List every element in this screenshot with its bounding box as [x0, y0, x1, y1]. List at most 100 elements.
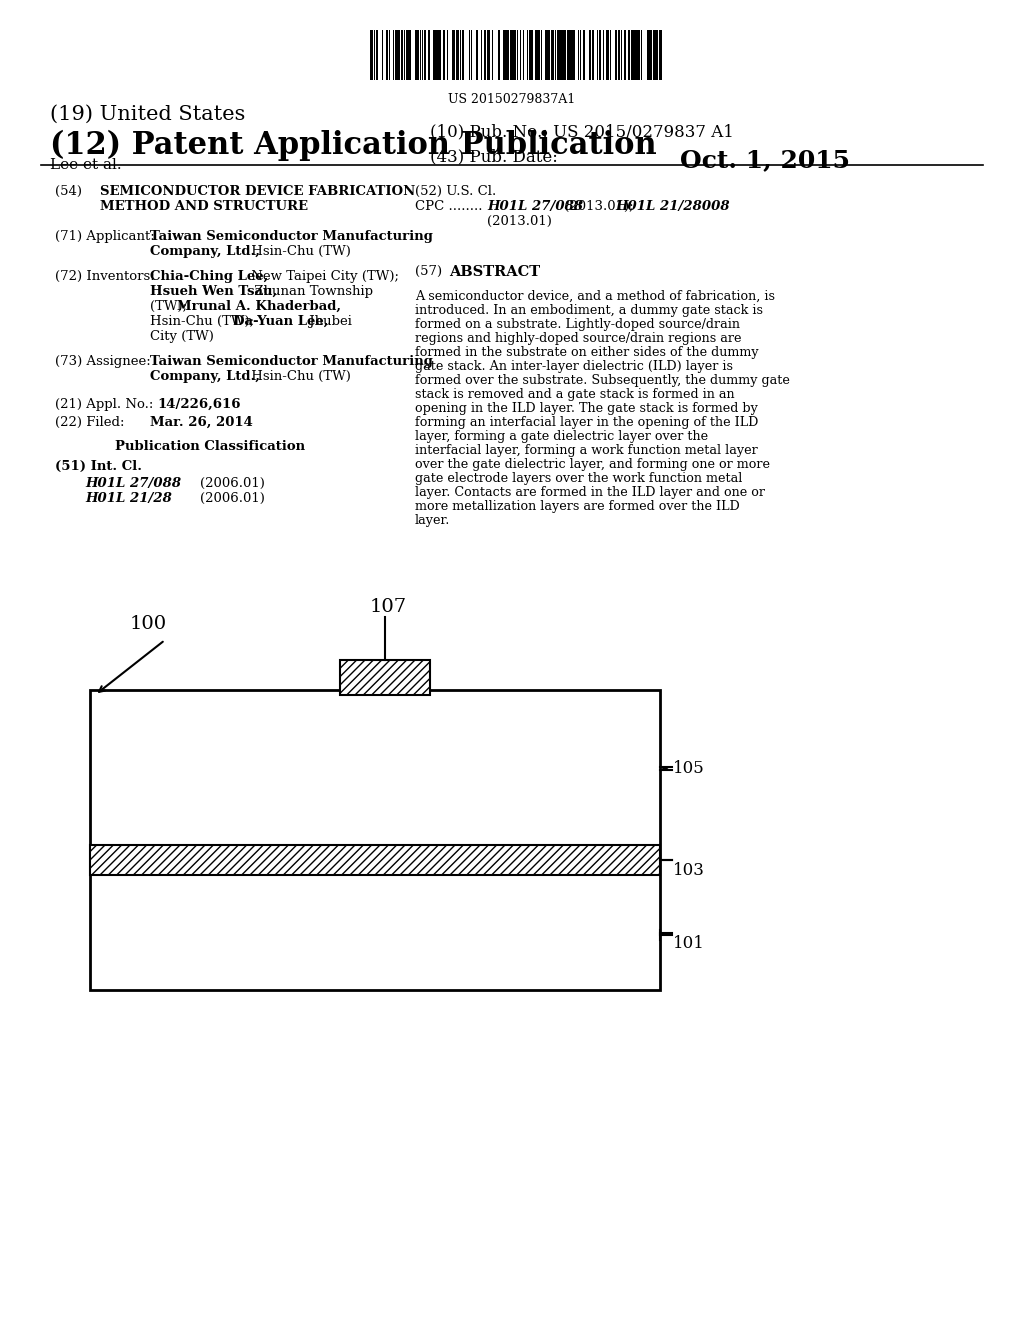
Bar — [652, 30, 654, 81]
Text: layer. Contacts are formed in the ILD layer and one or: layer. Contacts are formed in the ILD la… — [415, 486, 765, 499]
Text: New Taipei City (TW);: New Taipei City (TW); — [247, 271, 399, 282]
Text: City (TW): City (TW) — [150, 330, 214, 343]
Bar — [614, 30, 616, 81]
Bar — [428, 30, 430, 81]
Bar — [458, 30, 460, 81]
Text: Mrunal A. Khaderbad,: Mrunal A. Khaderbad, — [177, 300, 341, 313]
Bar — [434, 30, 436, 81]
Bar — [551, 30, 554, 81]
Bar — [658, 30, 660, 81]
Bar — [556, 30, 559, 81]
Bar — [538, 30, 540, 81]
Text: A semiconductor device, and a method of fabrication, is: A semiconductor device, and a method of … — [415, 290, 775, 304]
Bar — [572, 30, 574, 81]
Text: opening in the ILD layer. The gate stack is formed by: opening in the ILD layer. The gate stack… — [415, 403, 758, 414]
Text: Hsin-Chu (TW): Hsin-Chu (TW) — [247, 370, 351, 383]
Text: more metallization layers are formed over the ILD: more metallization layers are formed ove… — [415, 500, 739, 513]
Text: Taiwan Semiconductor Manufacturing: Taiwan Semiconductor Manufacturing — [150, 230, 433, 243]
Text: 107: 107 — [370, 598, 408, 616]
Bar — [599, 30, 601, 81]
Bar — [90, 690, 660, 990]
Bar — [654, 30, 657, 81]
Text: Oct. 1, 2015: Oct. 1, 2015 — [680, 148, 850, 172]
Text: forming an interfacial layer in the opening of the ILD: forming an interfacial layer in the open… — [415, 416, 759, 429]
Bar — [530, 30, 532, 81]
Bar — [438, 30, 440, 81]
Bar — [631, 30, 634, 81]
Text: (51) Int. Cl.: (51) Int. Cl. — [55, 459, 142, 473]
Text: H01L 21/28008: H01L 21/28008 — [615, 201, 730, 213]
Bar — [407, 30, 410, 81]
Bar — [408, 30, 411, 81]
Bar — [660, 30, 662, 81]
Text: Hsueh Wen Tsau,: Hsueh Wen Tsau, — [150, 285, 278, 298]
Bar — [648, 30, 650, 81]
Bar — [415, 30, 417, 81]
Text: (22) Filed:: (22) Filed: — [55, 416, 125, 429]
Bar — [488, 30, 490, 81]
Bar — [559, 30, 561, 81]
Text: formed on a substrate. Lightly-doped source/drain: formed on a substrate. Lightly-doped sou… — [415, 318, 740, 331]
Text: stack is removed and a gate stack is formed in an: stack is removed and a gate stack is for… — [415, 388, 734, 401]
Bar — [462, 30, 464, 81]
Text: gate electrode layers over the work function metal: gate electrode layers over the work func… — [415, 473, 742, 484]
Text: (2013.01);: (2013.01); — [560, 201, 638, 213]
Text: Zhunan Township: Zhunan Township — [250, 285, 373, 298]
Text: 101: 101 — [673, 935, 705, 952]
Bar — [564, 30, 566, 81]
Bar — [433, 30, 434, 81]
Bar — [535, 30, 538, 81]
Bar — [592, 30, 594, 81]
Text: interfacial layer, forming a work function metal layer: interfacial layer, forming a work functi… — [415, 444, 758, 457]
Bar — [376, 30, 378, 81]
Bar — [503, 30, 506, 81]
Bar — [571, 30, 573, 81]
Text: (54): (54) — [55, 185, 82, 198]
Text: introduced. In an embodiment, a dummy gate stack is: introduced. In an embodiment, a dummy ga… — [415, 304, 763, 317]
Text: ABSTRACT: ABSTRACT — [450, 265, 541, 279]
Text: Hsin-Chu (TW);: Hsin-Chu (TW); — [150, 315, 258, 327]
Bar — [513, 30, 515, 81]
Bar — [547, 30, 549, 81]
Text: SEMICONDUCTOR DEVICE FABRICATION: SEMICONDUCTOR DEVICE FABRICATION — [100, 185, 416, 198]
Bar — [372, 30, 374, 81]
Text: 103: 103 — [673, 862, 705, 879]
Bar — [424, 30, 426, 81]
Text: Publication Classification: Publication Classification — [115, 440, 305, 453]
Bar — [499, 30, 501, 81]
Text: regions and highly-doped source/drain regions are: regions and highly-doped source/drain re… — [415, 333, 741, 345]
Bar — [545, 30, 548, 81]
Bar — [566, 30, 568, 81]
Text: Jhubei: Jhubei — [305, 315, 352, 327]
Text: (19) United States: (19) United States — [50, 106, 246, 124]
Text: (71) Applicant:: (71) Applicant: — [55, 230, 155, 243]
Text: Da-Yuan Lee,: Da-Yuan Lee, — [233, 315, 329, 327]
Bar — [452, 30, 455, 81]
Bar — [583, 30, 585, 81]
Bar — [568, 30, 570, 81]
Text: METHOD AND STRUCTURE: METHOD AND STRUCTURE — [100, 201, 308, 213]
Text: Chia-Ching Lee,: Chia-Ching Lee, — [150, 271, 268, 282]
Bar — [528, 30, 530, 81]
Bar — [537, 30, 539, 81]
Text: US 20150279837A1: US 20150279837A1 — [449, 92, 575, 106]
Bar — [483, 30, 485, 81]
Text: Hsin-Chu (TW): Hsin-Chu (TW) — [247, 246, 351, 257]
Bar — [476, 30, 478, 81]
Text: (2013.01): (2013.01) — [487, 215, 552, 228]
Bar — [90, 845, 660, 875]
Text: 14/226,616: 14/226,616 — [157, 399, 241, 411]
Bar — [437, 30, 439, 81]
Text: (43) Pub. Date:: (43) Pub. Date: — [430, 148, 558, 165]
Bar — [650, 30, 652, 81]
Text: 105: 105 — [673, 760, 705, 777]
Text: over the gate dielectric layer, and forming one or more: over the gate dielectric layer, and form… — [415, 458, 770, 471]
Bar — [506, 30, 508, 81]
Bar — [453, 30, 455, 81]
Text: formed over the substrate. Subsequently, the dummy gate: formed over the substrate. Subsequently,… — [415, 374, 790, 387]
Text: gate stack. An inter-layer dielectric (ILD) layer is: gate stack. An inter-layer dielectric (I… — [415, 360, 733, 374]
Text: CPC ........: CPC ........ — [415, 201, 490, 213]
Text: Lee et al.: Lee et al. — [50, 158, 122, 172]
Text: (2006.01): (2006.01) — [200, 492, 265, 506]
Text: Company, Ltd.,: Company, Ltd., — [150, 370, 260, 383]
